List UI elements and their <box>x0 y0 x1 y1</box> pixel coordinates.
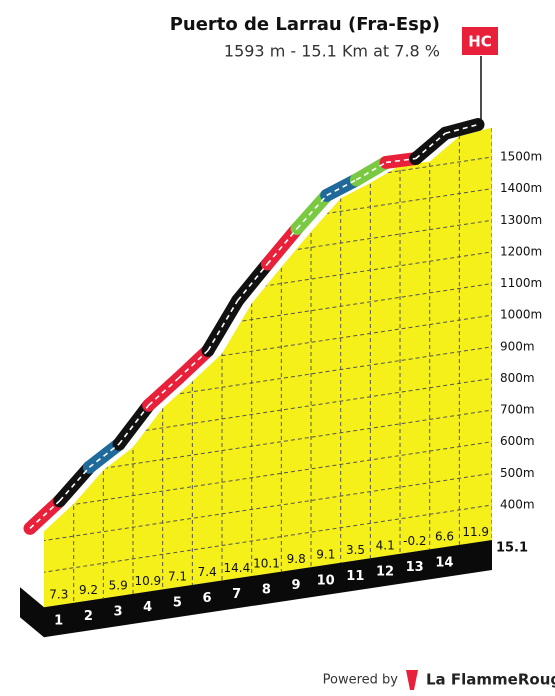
y-tick-label: 1000m <box>500 308 542 322</box>
footer-brand: La FlammeRouge <box>426 671 555 689</box>
road-centerline <box>118 404 150 445</box>
gradient-label: 4.1 <box>376 539 395 553</box>
gradient-label: 3.5 <box>346 543 365 557</box>
y-tick-label: 800m <box>500 371 535 385</box>
gradient-label: 9.1 <box>316 547 335 561</box>
road-centerline <box>29 500 61 529</box>
chart-subtitle: 1593 m - 15.1 Km at 7.8 % <box>224 42 440 61</box>
brand-icon <box>406 670 418 690</box>
road-centerline <box>207 300 239 351</box>
x-tick-label: 7 <box>232 587 241 602</box>
x-tick-label: 2 <box>84 609 93 624</box>
chart-title: Puerto de Larrau (Fra-Esp) <box>170 14 440 35</box>
gradient-label: 7.1 <box>168 570 187 584</box>
x-tick-label: 5 <box>173 596 182 611</box>
category-badge <box>460 25 500 57</box>
grid-line <box>44 441 492 514</box>
category-label: HC <box>468 33 492 51</box>
road-centerline <box>266 228 298 265</box>
gradient-label: 10.1 <box>253 556 280 570</box>
x-tick-label: 1 <box>54 613 63 628</box>
x-tick-label: 3 <box>113 605 122 620</box>
y-tick-label: 700m <box>500 403 535 417</box>
profile-area <box>44 127 492 608</box>
x-tick-label: 6 <box>202 591 211 606</box>
gradient-label: 6.6 <box>435 530 454 544</box>
gradient-label: 11.9 <box>462 525 489 539</box>
x-tick-label: 15.1 <box>496 541 528 556</box>
x-tick-label: 11 <box>346 569 364 584</box>
road-centerline <box>88 443 120 468</box>
road-centerline <box>326 179 357 197</box>
gradient-label: 10.9 <box>134 574 161 588</box>
road-centerline <box>385 157 416 164</box>
y-tick-label: 1100m <box>500 276 542 290</box>
road-centerline <box>148 377 179 406</box>
x-tick-label: 9 <box>291 578 300 593</box>
y-tick-label: 900m <box>500 339 535 353</box>
y-tick-label: 1500m <box>500 150 542 164</box>
road-centerline <box>445 123 479 135</box>
x-tick-label: 13 <box>406 560 424 575</box>
y-tick-label: 600m <box>500 434 535 448</box>
x-tick-label: 8 <box>262 582 271 597</box>
x-tick-label: 4 <box>143 600 152 615</box>
road-centerline <box>237 263 268 301</box>
road-centerline <box>415 132 446 160</box>
x-tick-label: 12 <box>376 565 394 580</box>
y-tick-label: 400m <box>500 498 535 512</box>
y-tick-label: 1200m <box>500 244 542 258</box>
gradient-label: -0.2 <box>403 534 426 548</box>
footer-powered: Powered by <box>323 673 399 688</box>
gradient-label: 14.4 <box>223 561 250 575</box>
road-centerline <box>59 466 90 502</box>
ground-strip <box>20 540 492 638</box>
gradient-label: 5.9 <box>109 579 128 593</box>
gradient-label: 9.8 <box>287 552 306 566</box>
gradient-label: 7.4 <box>198 565 217 579</box>
x-tick-label: 14 <box>435 556 453 571</box>
y-tick-label: 500m <box>500 466 535 480</box>
road-centerline <box>355 161 387 181</box>
x-tick-label: 10 <box>317 573 335 588</box>
grid-line <box>44 504 492 578</box>
gradient-label: 9.2 <box>79 583 98 597</box>
grid-line <box>44 472 492 546</box>
y-tick-label: 1300m <box>500 213 542 227</box>
y-tick-label: 1400m <box>500 181 542 195</box>
road-centerline <box>296 194 328 230</box>
road-centerline <box>177 349 209 379</box>
gradient-label: 7.3 <box>49 587 68 601</box>
